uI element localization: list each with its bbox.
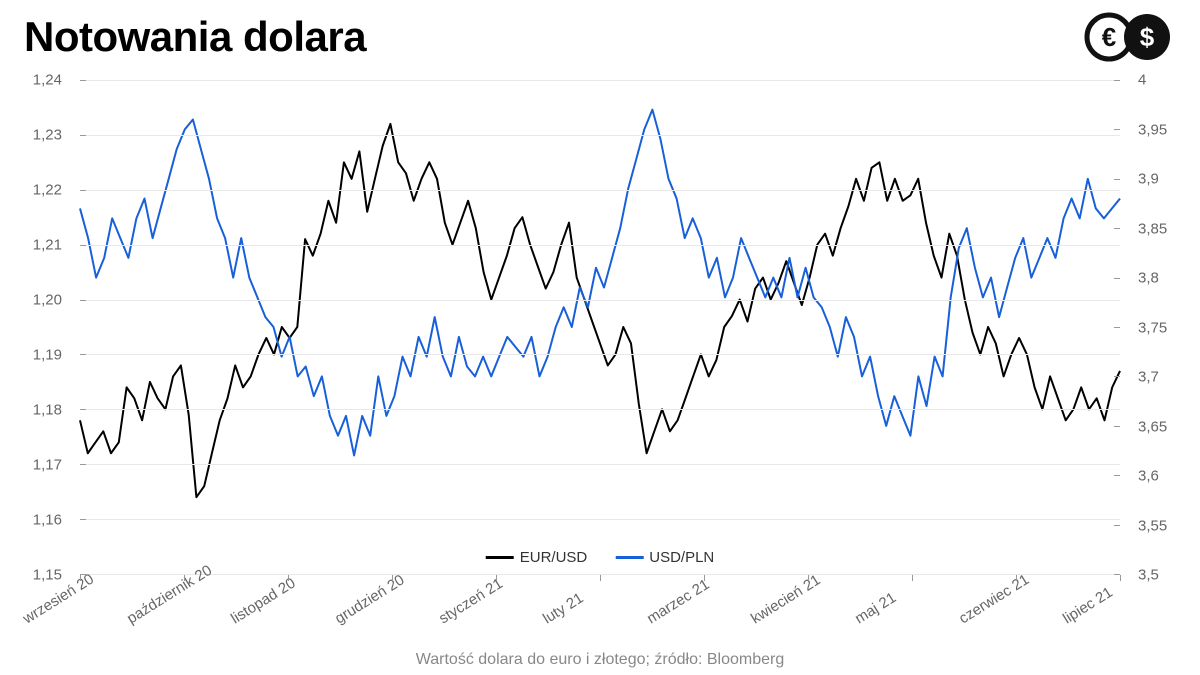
legend-swatch — [615, 556, 643, 559]
y-left-tick-label: 1,23 — [0, 127, 70, 144]
header: Notowania dolara € $ — [0, 0, 1200, 62]
y-left-tick-label: 1,18 — [0, 402, 70, 419]
y-right-tick-label: 3,75 — [1130, 319, 1200, 336]
gridline — [80, 135, 1120, 136]
chart-caption: Wartość dolara do euro i złotego; źródło… — [0, 651, 1200, 669]
series-line-usd-pln — [80, 110, 1120, 456]
legend-item: USD/PLN — [615, 549, 714, 566]
x-tick-label: marzec 21 — [644, 576, 720, 640]
y-left-tick-label: 1,22 — [0, 182, 70, 199]
gridline — [80, 519, 1120, 520]
y-left-tick-label: 1,15 — [0, 567, 70, 584]
svg-text:$: $ — [1140, 22, 1155, 52]
x-tick-label: luty 21 — [540, 590, 594, 641]
chart-container: 1,15 1,16 1,17 1,18 1,19 1,20 1,21 1,22 1,23 1,24… — [0, 70, 1200, 675]
x-tick-label: listopad 20 — [228, 575, 306, 641]
y-right-tick-label: 3,8 — [1130, 270, 1200, 287]
gridline — [80, 245, 1120, 246]
y-axis-left: 1,151,161,171,181,191,201,211,221,231,24 — [0, 80, 70, 575]
x-axis: wrzesień 20październik 20listopad 20grud… — [80, 575, 1120, 645]
x-tick-label: czerwiec 21 — [956, 571, 1040, 640]
gridline — [80, 409, 1120, 410]
y-right-tick-label: 3,65 — [1130, 418, 1200, 435]
gridline — [80, 464, 1120, 465]
x-tick-label: grudzień 20 — [332, 571, 415, 640]
chart-legend: EUR/USD USD/PLN — [486, 549, 715, 566]
legend-swatch — [486, 556, 514, 559]
y-right-tick-label: 3,6 — [1130, 468, 1200, 485]
gridline — [80, 190, 1120, 191]
y-right-tick-label: 3,7 — [1130, 369, 1200, 386]
y-left-tick-label: 1,16 — [0, 512, 70, 529]
gridline — [80, 354, 1120, 355]
y-right-tick-label: 3,9 — [1130, 171, 1200, 188]
x-tick-label: kwiecień 21 — [748, 571, 831, 640]
line-svg — [80, 80, 1120, 574]
y-left-tick-label: 1,24 — [0, 72, 70, 89]
y-right-tick-label: 3,55 — [1130, 517, 1200, 534]
y-left-tick-label: 1,20 — [0, 292, 70, 309]
gridline — [80, 80, 1120, 81]
legend-item: EUR/USD — [486, 549, 588, 566]
svg-text:€: € — [1102, 22, 1116, 52]
y-axis-right: 3,53,553,63,653,73,753,83,853,93,954 — [1130, 80, 1200, 575]
x-tick-label: styczeń 21 — [436, 575, 514, 640]
brand-logo: € $ — [1084, 12, 1176, 62]
page-title: Notowania dolara — [24, 13, 366, 61]
y-right-tick-label: 3,85 — [1130, 220, 1200, 237]
plot-area: EUR/USD USD/PLN — [80, 80, 1120, 575]
x-tick-label: maj 21 — [852, 589, 907, 640]
gridline — [80, 300, 1120, 301]
y-left-tick-label: 1,19 — [0, 347, 70, 364]
y-left-tick-label: 1,21 — [0, 237, 70, 254]
y-right-tick-label: 4 — [1130, 72, 1200, 89]
euro-dollar-icon: € $ — [1084, 12, 1176, 62]
y-left-tick-label: 1,17 — [0, 457, 70, 474]
legend-label: EUR/USD — [520, 549, 588, 566]
series-line-eur-usd — [80, 124, 1120, 497]
y-right-tick-label: 3,95 — [1130, 121, 1200, 138]
x-tick-label: lipiec 21 — [1060, 584, 1124, 640]
legend-label: USD/PLN — [649, 549, 714, 566]
y-right-tick-label: 3,5 — [1130, 567, 1200, 584]
